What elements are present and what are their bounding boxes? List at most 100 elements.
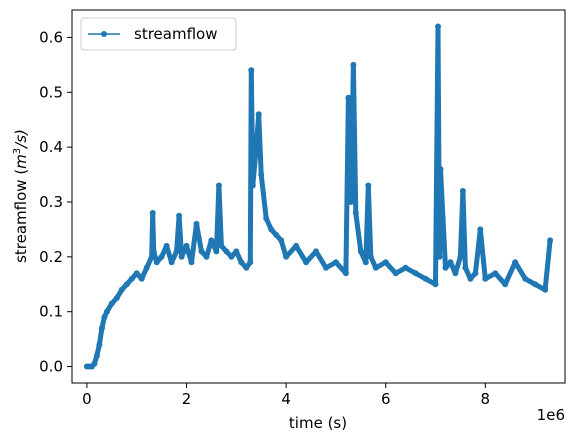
- data-point: [223, 248, 230, 255]
- legend-box: [80, 17, 237, 51]
- data-point: [163, 242, 170, 249]
- y-tick-label: 0.3: [39, 193, 63, 211]
- data-point: [303, 259, 310, 266]
- data-point: [357, 248, 364, 255]
- data-point: [367, 253, 374, 260]
- x-offset-label: 1e6: [537, 406, 565, 424]
- data-point: [293, 242, 300, 249]
- data-point: [472, 270, 479, 277]
- y-axis-label-sup: 3: [12, 148, 23, 154]
- x-axis: 0 2 4 6 8: [82, 383, 490, 408]
- data-point: [342, 270, 349, 277]
- data-point: [188, 259, 195, 266]
- plot-background: [72, 10, 565, 383]
- legend: streamflow: [80, 17, 237, 51]
- data-point: [482, 275, 489, 282]
- data-point: [233, 248, 240, 255]
- data-point: [133, 270, 140, 277]
- data-point: [128, 275, 135, 282]
- y-axis-label-base: streamflow (: [12, 169, 30, 263]
- y-axis-label: streamflow (m3/s): [12, 129, 30, 263]
- data-point: [365, 182, 372, 189]
- data-point: [457, 253, 464, 260]
- data-point: [442, 264, 449, 271]
- data-point: [247, 259, 254, 266]
- data-point: [323, 264, 329, 271]
- data-point: [392, 270, 399, 277]
- plot-frame: [71, 9, 566, 384]
- data-point: [512, 259, 519, 266]
- data-point: [149, 210, 156, 216]
- data-point: [435, 23, 441, 30]
- y-tick-label: 0.4: [39, 138, 63, 156]
- data-point: [215, 182, 222, 189]
- data-point: [101, 314, 108, 321]
- data-point: [143, 264, 150, 271]
- x-axis-label: time (s): [289, 414, 347, 432]
- data-point: [532, 281, 539, 288]
- data-point: [178, 253, 185, 260]
- data-point: [228, 253, 235, 260]
- data-point: [249, 182, 256, 189]
- data-point: [467, 275, 474, 282]
- data-point: [350, 61, 357, 68]
- data-point: [313, 248, 319, 255]
- y-tick-label: 0.6: [39, 28, 63, 46]
- legend-marker: [101, 31, 107, 37]
- data-point: [113, 295, 120, 301]
- data-point: [218, 242, 225, 249]
- data-point: [502, 281, 509, 288]
- data-point: [150, 248, 157, 255]
- x-tick-label: 4: [281, 390, 291, 408]
- y-axis: 0.0 0.1 0.2 0.3 0.4 0.5 0.6: [39, 28, 72, 376]
- data-point: [283, 253, 290, 260]
- data-point: [248, 67, 255, 74]
- data-point: [96, 341, 103, 348]
- data-point: [436, 253, 443, 260]
- data-point: [183, 242, 190, 249]
- x-tick-label: 8: [481, 390, 491, 408]
- data-point: [148, 253, 155, 260]
- data-point: [118, 286, 125, 293]
- data-point: [213, 248, 220, 255]
- data-point: [176, 212, 183, 219]
- data-point: [168, 259, 175, 266]
- y-tick-label: 0.2: [39, 248, 63, 266]
- data-point: [243, 264, 250, 271]
- data-point: [347, 199, 354, 205]
- data-point: [158, 253, 165, 260]
- data-point: [542, 286, 549, 293]
- data-point: [273, 231, 280, 238]
- y-tick-label: 0.0: [39, 358, 63, 376]
- data-point: [98, 325, 105, 332]
- data-point: [253, 144, 260, 151]
- data-point: [332, 259, 339, 266]
- data-point: [258, 171, 265, 178]
- data-point: [255, 111, 262, 118]
- data-point: [208, 237, 215, 244]
- y-axis-label-rest: /s): [12, 129, 30, 150]
- data-point: [362, 259, 369, 266]
- data-point: [153, 259, 160, 266]
- data-point: [492, 270, 499, 277]
- x-tick-label: 6: [381, 390, 391, 408]
- data-point: [372, 264, 379, 271]
- data-point: [278, 237, 285, 244]
- data-point: [198, 248, 205, 255]
- data-point: [203, 253, 210, 260]
- data-point: [173, 248, 180, 255]
- data-point: [93, 352, 100, 359]
- data-point: [459, 188, 466, 194]
- data-point: [345, 94, 352, 101]
- data-point: [268, 226, 275, 233]
- data-point: [123, 281, 130, 288]
- y-axis-label-unit: m: [12, 154, 30, 169]
- data-point: [477, 226, 484, 233]
- data-point: [462, 264, 469, 271]
- data-point: [263, 215, 270, 222]
- legend-label: streamflow: [134, 25, 217, 43]
- data-point: [422, 275, 429, 282]
- data-point: [437, 166, 444, 173]
- data-point: [108, 300, 115, 307]
